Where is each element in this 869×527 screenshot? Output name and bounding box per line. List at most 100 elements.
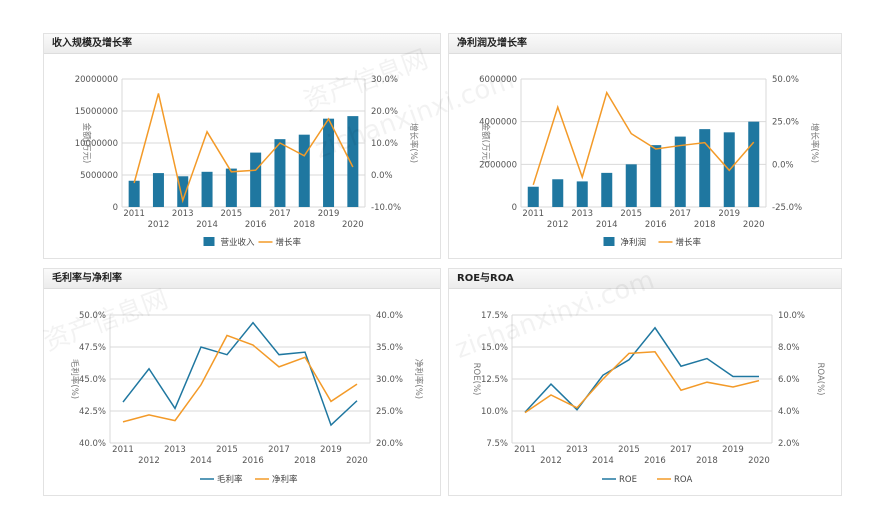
y-tick-label: 10.0% bbox=[481, 407, 508, 417]
y2-tick-label: 4.0% bbox=[778, 407, 800, 417]
x-tick-label: 2014 bbox=[196, 220, 218, 230]
y-axis-title: 毛利率(%) bbox=[69, 359, 80, 399]
y-tick-label: 12.5% bbox=[481, 375, 508, 385]
y-axis-title: 金额(万元) bbox=[81, 123, 92, 164]
bar bbox=[225, 168, 237, 207]
x-tick-label: 2011 bbox=[522, 209, 544, 219]
y2-tick-label: 50.0% bbox=[772, 75, 799, 85]
series-line bbox=[524, 326, 759, 413]
bar bbox=[274, 139, 286, 207]
x-tick-label: 2016 bbox=[644, 456, 666, 466]
x-tick-label: 2020 bbox=[743, 220, 765, 230]
x-tick-label: 2014 bbox=[592, 456, 614, 466]
y-tick-label: 5000000 bbox=[80, 171, 118, 181]
y2-tick-label: 8.0% bbox=[778, 343, 800, 353]
x-tick-label: 2013 bbox=[172, 209, 194, 219]
x-tick-label: 2012 bbox=[547, 220, 569, 230]
y-tick-label: 0 bbox=[113, 203, 118, 213]
x-tick-label: 2020 bbox=[346, 456, 368, 466]
y-tick-label: 47.5% bbox=[79, 343, 106, 353]
y2-tick-label: 40.0% bbox=[376, 311, 403, 321]
x-tick-label: 2017 bbox=[669, 209, 691, 219]
bar bbox=[699, 129, 711, 207]
y2-tick-label: 25.0% bbox=[376, 407, 403, 417]
bar bbox=[128, 180, 140, 207]
y-tick-label: 50.0% bbox=[79, 311, 106, 321]
y-tick-label: 42.5% bbox=[79, 407, 106, 417]
x-tick-label: 2019 bbox=[718, 209, 740, 219]
bar bbox=[674, 136, 686, 207]
y-tick-label: 15.0% bbox=[481, 343, 508, 353]
y-tick-label: 7.5% bbox=[486, 439, 508, 449]
x-tick-label: 2012 bbox=[148, 220, 170, 230]
y-axis-title: 金额(万元) bbox=[480, 123, 491, 164]
x-tick-label: 2015 bbox=[620, 209, 642, 219]
y2-tick-label: 10.0% bbox=[371, 139, 398, 149]
x-tick-label: 2016 bbox=[645, 220, 667, 230]
x-tick-label: 2019 bbox=[320, 445, 342, 455]
panel-title: ROE与ROA bbox=[449, 269, 841, 289]
x-tick-label: 2011 bbox=[112, 445, 134, 455]
y2-tick-label: 2.0% bbox=[778, 439, 800, 449]
x-tick-label: 2015 bbox=[618, 445, 640, 455]
y2-tick-label: 6.0% bbox=[778, 375, 800, 385]
legend-label: ROE bbox=[619, 475, 637, 485]
x-tick-label: 2018 bbox=[696, 456, 718, 466]
x-tick-label: 2016 bbox=[245, 220, 267, 230]
bar bbox=[347, 116, 359, 207]
x-tick-label: 2020 bbox=[342, 220, 364, 230]
bar bbox=[650, 145, 662, 207]
bar bbox=[323, 118, 335, 207]
y2-tick-label: 25.0% bbox=[772, 118, 799, 128]
bar bbox=[201, 171, 213, 207]
legend-label: 净利润 bbox=[621, 237, 647, 248]
y-tick-label: 10000000 bbox=[75, 139, 118, 149]
x-tick-label: 2013 bbox=[566, 445, 588, 455]
legend-swatch bbox=[603, 237, 615, 246]
y-axis-title: ROE(%) bbox=[471, 363, 481, 396]
y-tick-label: 2000000 bbox=[479, 160, 517, 170]
panel-margins: 毛利率与净利率 bbox=[43, 268, 441, 496]
x-tick-label: 2018 bbox=[294, 456, 316, 466]
x-tick-label: 2018 bbox=[694, 220, 716, 230]
y2-axis-title: 增长率(%) bbox=[809, 123, 820, 163]
legend-label: 增长率 bbox=[676, 237, 702, 248]
x-tick-label: 2011 bbox=[514, 445, 536, 455]
x-tick-label: 2013 bbox=[571, 209, 593, 219]
bar bbox=[625, 164, 637, 207]
bar bbox=[552, 179, 564, 207]
y-tick-label: 45.0% bbox=[79, 375, 106, 385]
y2-tick-label: 0.0% bbox=[772, 160, 794, 170]
x-tick-label: 2015 bbox=[216, 445, 238, 455]
series-line bbox=[122, 321, 358, 427]
y-tick-label: 0 bbox=[512, 203, 517, 213]
legend-label: 毛利率 bbox=[217, 474, 243, 485]
y2-axis-title: 增长率(%) bbox=[408, 123, 419, 163]
y2-tick-label: 20.0% bbox=[376, 439, 403, 449]
bar bbox=[298, 134, 310, 207]
x-tick-label: 2011 bbox=[123, 209, 145, 219]
panel-title: 毛利率与净利率 bbox=[44, 269, 440, 289]
panel-net-profit: 净利润及增长率 bbox=[448, 33, 842, 259]
x-tick-label: 2017 bbox=[670, 445, 692, 455]
y-tick-label: 17.5% bbox=[481, 311, 508, 321]
y2-tick-label: 30.0% bbox=[376, 375, 403, 385]
panel-revenue: 收入规模及增长率 bbox=[43, 33, 441, 259]
legend-label: 增长率 bbox=[276, 237, 302, 248]
y-tick-label: 20000000 bbox=[75, 75, 118, 85]
bar bbox=[576, 181, 588, 207]
panel-roe-roa: ROE与ROA bbox=[448, 268, 842, 496]
y-tick-label: 4000000 bbox=[479, 118, 517, 128]
series-line bbox=[133, 93, 354, 204]
y-tick-label: 6000000 bbox=[479, 75, 517, 85]
x-tick-label: 2014 bbox=[596, 220, 618, 230]
panel-title: 净利润及增长率 bbox=[449, 34, 841, 54]
y2-axis-title: ROA(%) bbox=[815, 363, 825, 396]
x-tick-label: 2013 bbox=[164, 445, 186, 455]
y2-tick-label: 0.0% bbox=[371, 171, 393, 181]
x-tick-label: 2017 bbox=[269, 209, 291, 219]
legend-label: 营业收入 bbox=[221, 237, 256, 248]
y2-tick-label: -10.0% bbox=[371, 203, 401, 213]
series-line bbox=[524, 351, 760, 414]
